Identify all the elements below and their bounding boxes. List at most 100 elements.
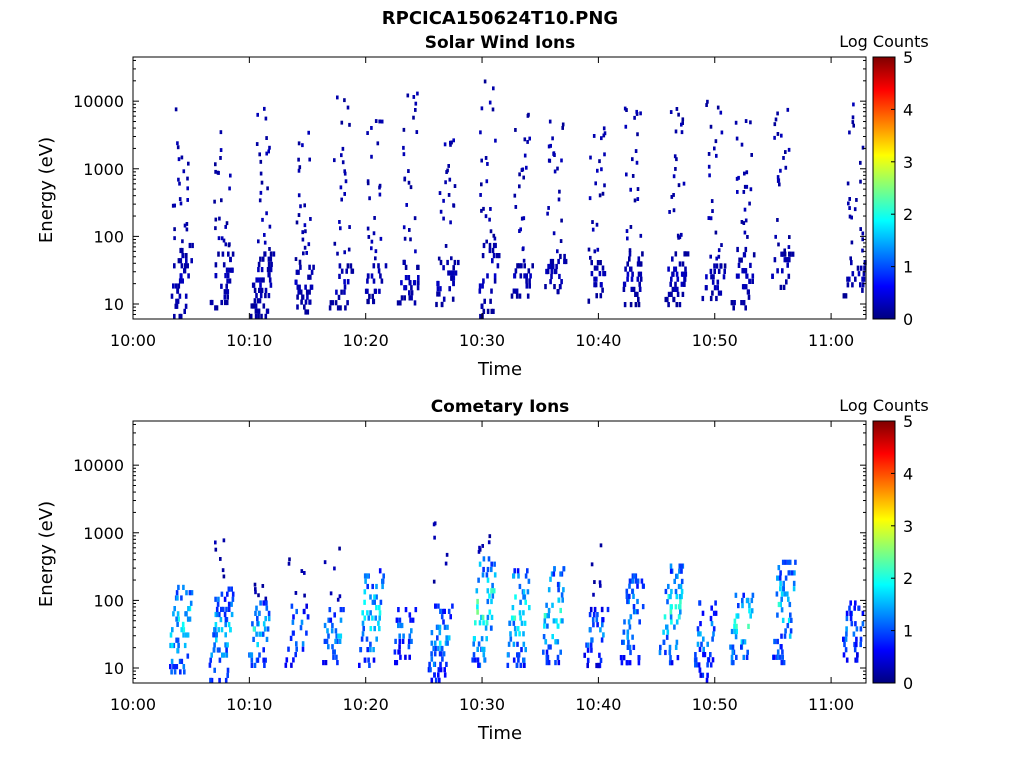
spectrogram-cell — [737, 273, 740, 279]
spectrogram-cell — [308, 157, 311, 162]
spectrogram-cell — [854, 621, 857, 627]
spectrogram-cell — [740, 639, 744, 645]
spectrogram-cell — [175, 637, 178, 643]
spectrogram-cell — [256, 642, 259, 648]
x-tick-label: 10:30 — [459, 695, 505, 714]
spectrogram-cell — [407, 180, 411, 185]
spectrogram-cell — [603, 183, 606, 188]
spectrogram-cell — [480, 636, 484, 642]
spectrogram-cell — [522, 641, 526, 647]
spectrogram-cell — [175, 303, 179, 309]
spectrogram-cell — [773, 257, 777, 263]
spectrogram-cell — [330, 628, 334, 634]
colorbar-tick-label: 3 — [903, 517, 913, 536]
spectrogram-cell — [633, 573, 636, 579]
spectrogram-cell — [711, 209, 714, 213]
spectrogram-cell — [181, 253, 184, 259]
spectrogram-cell — [444, 640, 448, 646]
spectrogram-cell — [523, 137, 527, 142]
spectrogram-cell — [231, 596, 235, 602]
spectrogram-cell — [543, 623, 546, 629]
spectrogram-cell — [224, 677, 228, 684]
spectrogram-cell — [555, 263, 558, 270]
spectrogram-cell — [305, 630, 308, 636]
spectrogram-cell — [543, 618, 547, 624]
spectrogram-cell — [329, 617, 333, 623]
spectrogram-cell — [222, 262, 226, 268]
spectrogram-cell — [171, 642, 174, 649]
spectrogram-cell — [260, 277, 263, 283]
spectrogram-cell — [449, 270, 452, 276]
spectrogram-cell — [783, 591, 787, 597]
spectrogram-cell — [678, 261, 682, 267]
spectrogram-cell — [348, 225, 351, 229]
spectrogram-cell — [719, 263, 722, 269]
spectrogram-cell — [370, 246, 373, 251]
spectrogram-cell — [260, 313, 263, 319]
spectrogram-cell — [213, 632, 216, 638]
spectrogram-cell — [719, 110, 723, 115]
spectrogram-cell — [216, 647, 220, 653]
spectrogram-cell — [296, 294, 299, 300]
spectrogram-cell — [256, 616, 259, 622]
spectrogram-cell — [308, 264, 311, 270]
spectrogram-cell — [473, 636, 476, 642]
spectrogram-cell — [290, 603, 294, 609]
spectrogram-cell — [292, 657, 295, 663]
spectrogram-cell — [361, 631, 365, 637]
spectrogram-cell — [294, 257, 298, 261]
spectrogram-cell — [748, 278, 752, 284]
spectrogram-cell — [723, 263, 727, 269]
spectrogram-cell — [377, 268, 381, 274]
spectrogram-cell — [215, 632, 218, 638]
spectrogram-cell — [515, 288, 518, 294]
spectrogram-cell — [332, 649, 335, 655]
spectrogram-cell — [662, 639, 666, 645]
spectrogram-cell — [346, 105, 350, 110]
spectrogram-cell — [636, 276, 640, 282]
spectrogram-cell — [547, 660, 551, 666]
spectrogram-cell — [629, 266, 632, 272]
spectrogram-cell — [188, 616, 192, 622]
spectrogram-cell — [451, 296, 455, 302]
spectrogram-cell — [586, 657, 590, 663]
spectrogram-cell — [748, 603, 751, 609]
spectrogram-cell — [430, 640, 434, 646]
spectrogram-cell — [477, 549, 481, 554]
spectrogram-cell — [485, 239, 488, 244]
spectrogram-cell — [344, 179, 348, 184]
spectrogram-cell — [631, 174, 635, 178]
colorbar-tick-label: 4 — [903, 464, 913, 483]
spectrogram-cell — [490, 308, 494, 314]
spectrogram-cell — [445, 635, 448, 641]
spectrogram-cell — [779, 601, 782, 608]
spectrogram-cell — [716, 285, 719, 291]
spectrogram-cell — [334, 628, 338, 634]
spectrogram-cell — [522, 610, 525, 616]
spectrogram-cell — [852, 123, 855, 128]
spectrogram-cell — [295, 608, 298, 615]
spectrogram-cell — [859, 179, 862, 184]
spectrogram-cell — [549, 576, 552, 582]
spectrogram-cell — [740, 257, 743, 263]
spectrogram-cell — [430, 677, 434, 683]
spectrogram-cell — [556, 639, 560, 645]
spectrogram-cell — [631, 578, 635, 584]
spectrogram-cell — [520, 647, 523, 653]
spectrogram-cell — [452, 275, 456, 281]
spectrogram-cell — [730, 654, 734, 660]
spectrogram-cell — [186, 632, 190, 638]
spectrogram-cell — [299, 625, 303, 631]
spectrogram-cell — [217, 627, 220, 633]
spectrogram-cell — [334, 300, 338, 306]
spectrogram-cell — [343, 169, 346, 174]
spectrogram-cell — [497, 253, 501, 259]
spectrogram-cell — [680, 578, 684, 584]
spectrogram-cell — [589, 642, 593, 648]
spectrogram-cell — [369, 610, 372, 616]
spectrogram-cell — [335, 654, 338, 660]
spectrogram-cell — [428, 661, 431, 667]
spectrogram-cell — [218, 611, 221, 618]
spectrogram-cell — [339, 633, 343, 639]
spectrogram-cell — [733, 628, 737, 635]
